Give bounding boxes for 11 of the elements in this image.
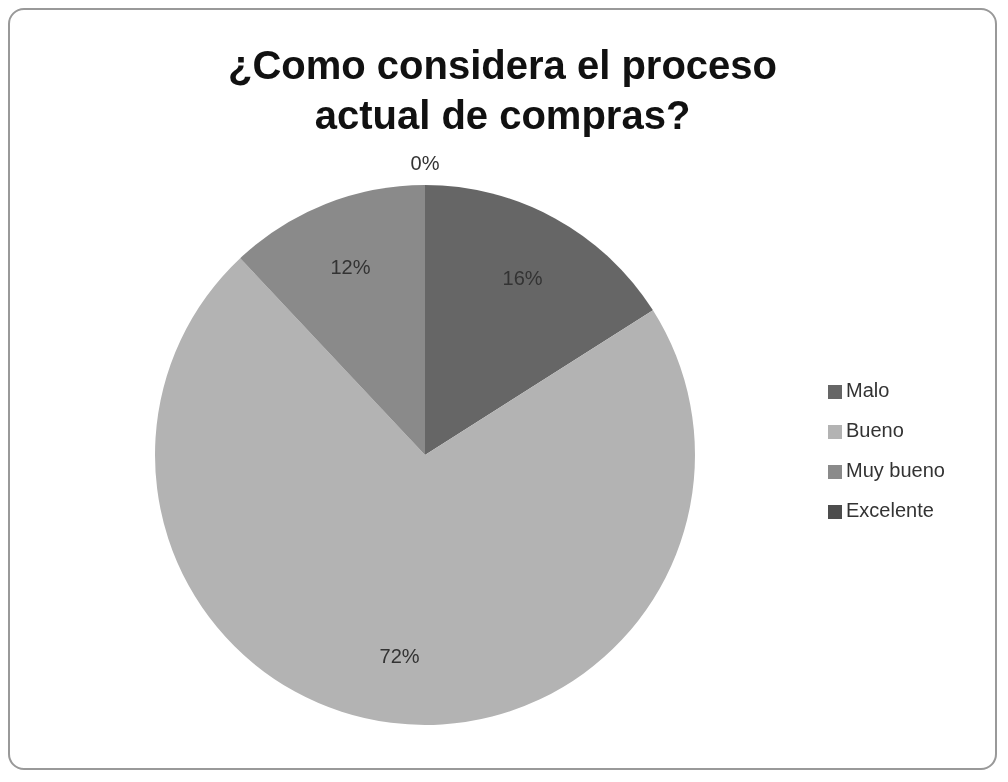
- pie-slice: [155, 258, 695, 725]
- chart-title: ¿Como considera el proceso actual de compras?: [227, 42, 778, 139]
- pie-slice: [240, 185, 425, 455]
- legend-label: Malo: [846, 379, 890, 401]
- data-label: 72%: [379, 644, 420, 667]
- pie-slice: [425, 185, 653, 455]
- legend-label: Excelente: [846, 499, 934, 521]
- data-label: 12%: [330, 255, 371, 278]
- legend-label: Muy bueno: [846, 459, 945, 481]
- legend-label: Bueno: [846, 419, 904, 441]
- text: 0%: [410, 152, 440, 174]
